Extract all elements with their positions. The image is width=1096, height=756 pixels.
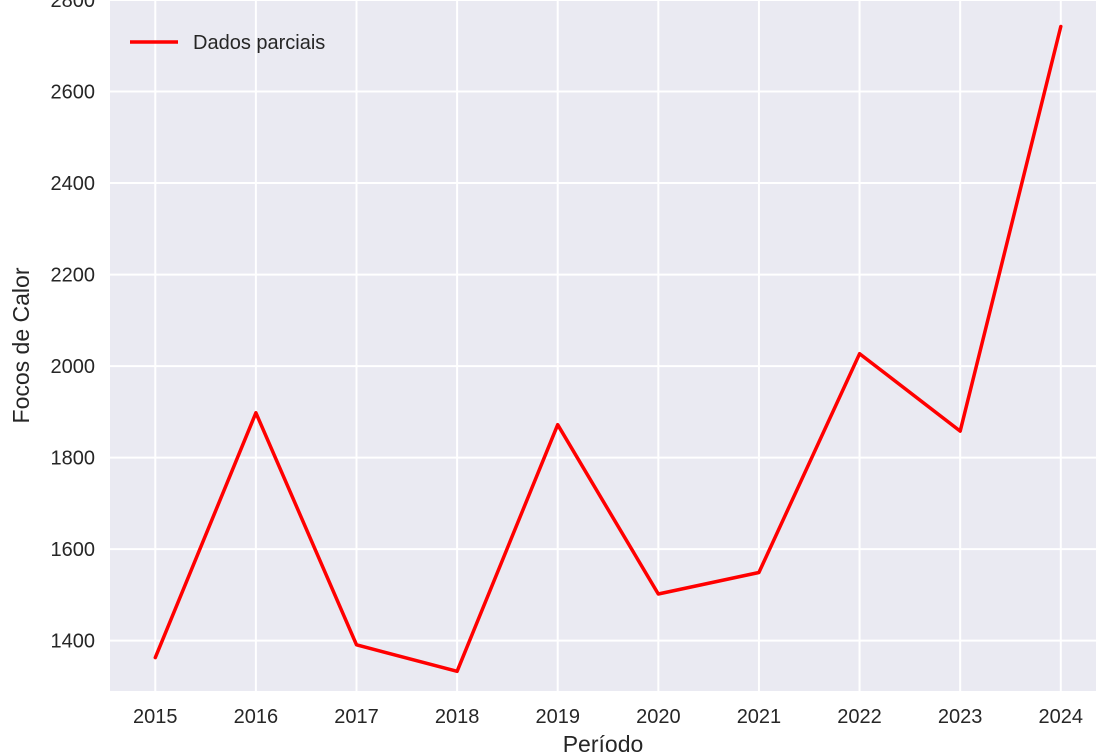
grid: [110, 0, 1096, 691]
series-layer: [153, 24, 1063, 674]
x-tick-label: 2019: [535, 706, 580, 728]
legend: Dados parciais: [130, 32, 325, 54]
x-tick-label: 2016: [234, 706, 279, 728]
x-tick-labels: 2015 2016 2017 2018 2019 2020 2021 2022 2023 2024: [133, 706, 1083, 728]
series-line: [153, 24, 1063, 674]
x-tick-label: 2015: [133, 706, 178, 728]
x-tick-label: 2018: [435, 706, 480, 728]
y-tick-label: 1800: [51, 448, 96, 470]
legend-label: Dados parciais: [193, 32, 325, 54]
x-tick-label: 2022: [837, 706, 882, 728]
y-tick-label: 2600: [51, 82, 96, 104]
y-tick-label: 1400: [51, 631, 96, 653]
plot-area: [110, 0, 1096, 691]
y-tick-label: 2400: [51, 173, 96, 195]
x-tick-label: 2017: [334, 706, 379, 728]
x-tick-label: 2023: [938, 706, 983, 728]
x-tick-label: 2024: [1039, 706, 1084, 728]
y-tick-label: 2200: [51, 265, 96, 287]
y-axis-label: Focos de Calor: [8, 267, 34, 423]
y-tick-label: 2000: [51, 356, 96, 378]
y-tick-label: 1600: [51, 539, 96, 561]
y-tick-label: 2800: [51, 0, 96, 12]
x-axis-label: Período: [563, 731, 644, 756]
y-tick-labels: 1400 1600 1800 2000 2200 2400 2600 2800: [51, 0, 96, 653]
x-tick-label: 2020: [636, 706, 681, 728]
x-tick-label: 2021: [737, 706, 782, 728]
